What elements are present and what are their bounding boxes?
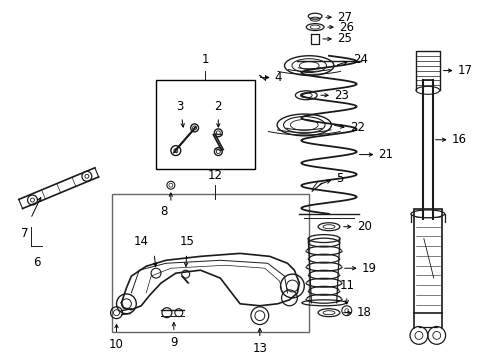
Text: 15: 15 — [179, 235, 194, 248]
Text: 24: 24 — [352, 53, 367, 66]
Text: 3: 3 — [176, 100, 183, 113]
Text: 1: 1 — [202, 53, 209, 66]
Bar — [413, 209, 441, 313]
Text: 5: 5 — [335, 172, 343, 185]
Bar — [111, 194, 308, 332]
Text: 22: 22 — [349, 121, 364, 134]
Text: 25: 25 — [336, 32, 351, 45]
Text: 11: 11 — [339, 279, 354, 292]
Text: 9: 9 — [170, 336, 177, 350]
Text: 7: 7 — [21, 227, 28, 240]
Text: 16: 16 — [450, 133, 466, 146]
Text: 26: 26 — [338, 21, 353, 33]
Text: 18: 18 — [356, 306, 371, 319]
Text: 23: 23 — [333, 89, 348, 102]
Text: 14: 14 — [133, 235, 148, 248]
Text: 20: 20 — [356, 220, 371, 233]
Text: 27: 27 — [336, 11, 351, 24]
Text: 8: 8 — [160, 205, 167, 218]
Text: 19: 19 — [361, 262, 376, 275]
Text: 13: 13 — [252, 342, 267, 355]
Text: 4: 4 — [274, 71, 282, 84]
Text: 6: 6 — [33, 256, 40, 269]
Text: 2: 2 — [214, 100, 222, 113]
Text: 21: 21 — [378, 148, 393, 161]
Text: 12: 12 — [207, 169, 223, 182]
Bar — [156, 80, 254, 170]
Text: 10: 10 — [109, 338, 123, 351]
Text: 17: 17 — [457, 64, 471, 77]
